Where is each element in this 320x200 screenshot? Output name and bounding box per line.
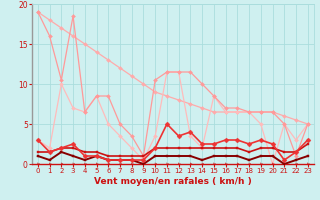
X-axis label: Vent moyen/en rafales ( km/h ): Vent moyen/en rafales ( km/h ) bbox=[94, 177, 252, 186]
